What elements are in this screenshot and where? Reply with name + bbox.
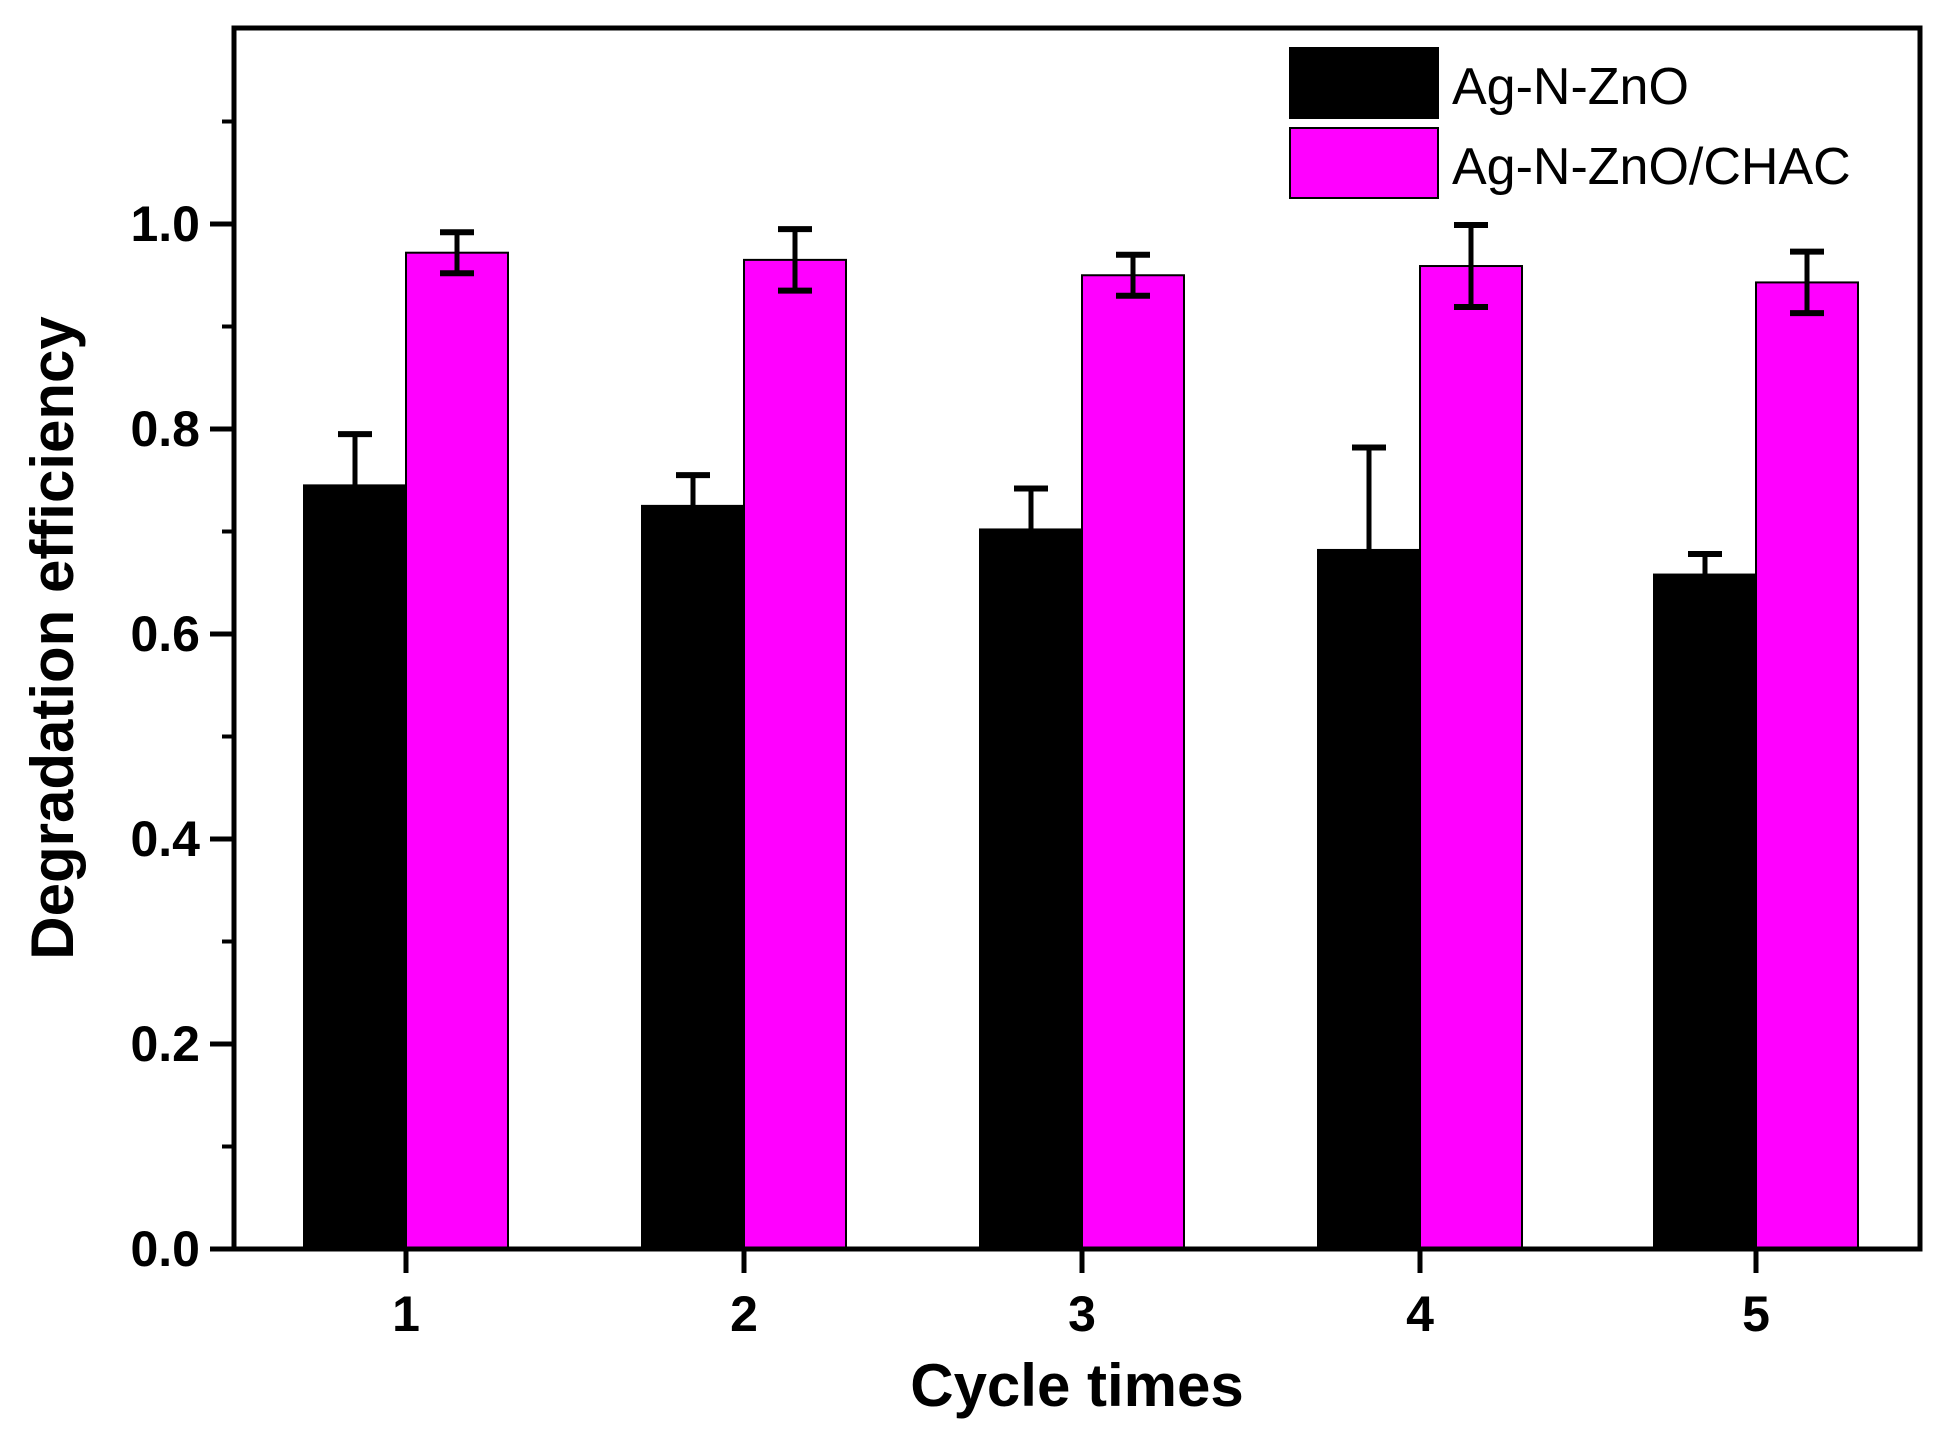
x-tick-label-2: 2 [730, 1286, 758, 1342]
legend: Ag-N-ZnO Ag-N-ZnO/CHAC [1289, 47, 1851, 199]
y-tick-label-0.8: 0.8 [130, 401, 200, 457]
bar-ag-n-zno-chac-cycle-4 [1419, 265, 1523, 1250]
error-bar-ag-n-zno-cycle-5 [1688, 551, 1722, 575]
error-bars-layer [338, 222, 1824, 575]
bar-ag-n-zno-cycle-3 [979, 528, 1083, 1250]
bar-ag-n-zno-chac-cycle-1 [405, 251, 509, 1250]
error-bar-ag-n-zno-chac-cycle-4 [1454, 222, 1488, 311]
x-axis: 1 2 3 4 5 [392, 1249, 1770, 1342]
x-tick-label-5: 5 [1742, 1286, 1770, 1342]
bars-layer [303, 251, 1859, 1250]
plot-frame [231, 25, 1923, 1252]
bar-ag-n-zno-chac-cycle-3 [1081, 274, 1185, 1250]
error-bar-ag-n-zno-chac-cycle-2 [778, 226, 812, 294]
x-tick-label-1: 1 [392, 1286, 420, 1342]
error-bar-ag-n-zno-cycle-3 [1014, 485, 1048, 530]
bar-ag-n-zno-chac-cycle-5 [1755, 281, 1859, 1250]
legend-label-ag-n-zno-chac: Ag-N-ZnO/CHAC [1452, 138, 1851, 196]
error-bar-ag-n-zno-cycle-4 [1352, 444, 1386, 550]
x-tick-label-4: 4 [1406, 1286, 1434, 1342]
error-bar-ag-n-zno-chac-cycle-1 [440, 229, 474, 277]
bar-ag-n-zno-chac-cycle-2 [743, 258, 847, 1250]
y-tick-label-0.4: 0.4 [130, 811, 200, 867]
bar-ag-n-zno-cycle-4 [1317, 548, 1421, 1250]
error-bar-ag-n-zno-cycle-2 [676, 472, 710, 506]
legend-swatch-ag-n-zno-chac [1289, 127, 1439, 199]
error-bar-ag-n-zno-chac-cycle-3 [1116, 251, 1150, 299]
y-tick-label-0.0: 0.0 [130, 1221, 200, 1277]
legend-label-ag-n-zno: Ag-N-ZnO [1452, 58, 1689, 116]
y-tick-label-0.6: 0.6 [130, 606, 200, 662]
bar-ag-n-zno-cycle-1 [303, 484, 407, 1250]
y-tick-label-0.2: 0.2 [130, 1016, 200, 1072]
x-tick-label-3: 3 [1068, 1286, 1096, 1342]
y-axis: 0.0 0.2 0.4 0.6 0.8 1.0 [130, 119, 234, 1277]
y-tick-label-1.0: 1.0 [130, 196, 200, 252]
error-bar-ag-n-zno-cycle-1 [338, 431, 372, 486]
error-bar-ag-n-zno-chac-cycle-5 [1790, 248, 1824, 317]
bar-ag-n-zno-cycle-2 [641, 504, 745, 1250]
bar-ag-n-zno-cycle-5 [1653, 573, 1757, 1250]
x-axis-title: Cycle times [910, 1352, 1244, 1419]
y-axis-title: Degradation efficiency [19, 316, 86, 960]
legend-swatch-ag-n-zno [1289, 47, 1439, 119]
